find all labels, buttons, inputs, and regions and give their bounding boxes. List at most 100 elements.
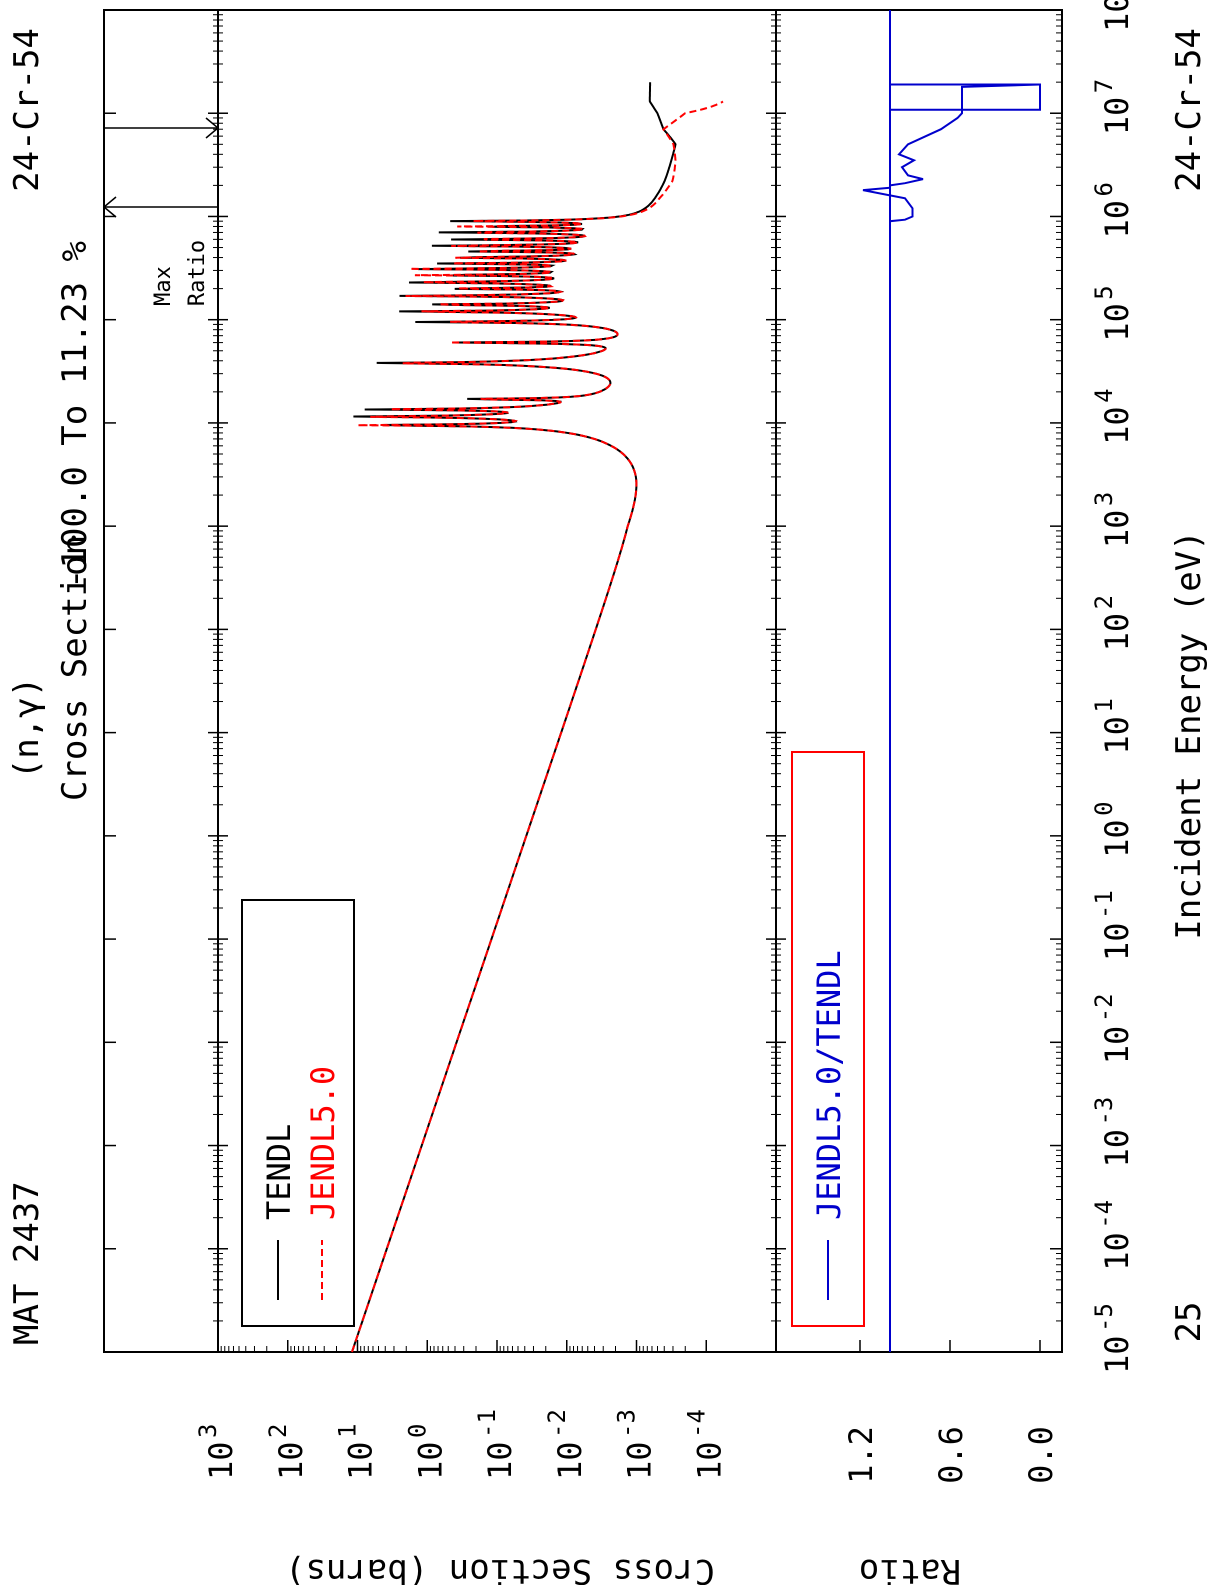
max-ratio-label-2: Ratio (185, 240, 210, 306)
ratio-tick-label: 0.0 (1022, 1426, 1060, 1484)
x-tick-exp: 2 (1090, 595, 1118, 609)
ratio-tick-label-group: 1.2 (842, 1426, 880, 1484)
x-tick-exp: -4 (1090, 1200, 1118, 1229)
x-tick-exp: -3 (1090, 1097, 1118, 1126)
x-tick-label: 104 (1090, 388, 1136, 444)
nuclide-label-top: 24-Cr-54 (7, 28, 47, 192)
max-arrow-head-1 (205, 117, 220, 139)
y-tick-exp: 0 (403, 1424, 431, 1438)
y-tick-label: 10-4 (682, 1409, 728, 1480)
x-tick-exp: -2 (1090, 993, 1118, 1022)
y-tick-label: 10-1 (473, 1409, 519, 1480)
max-ratio-label-1: Max (151, 266, 176, 306)
y-tick-exp: -4 (682, 1409, 710, 1438)
y-tick-exp: 1 (334, 1424, 362, 1438)
y-tick-exp: 2 (264, 1424, 292, 1438)
reaction-label: (n,γ) (7, 677, 47, 779)
x-tick-exp: -1 (1090, 890, 1118, 919)
x-tick-base: 10 (1098, 1335, 1136, 1374)
x-tick-base: 10 (1098, 200, 1136, 239)
x-tick-label: 107 (1090, 79, 1136, 135)
x-tick-label: 102 (1090, 595, 1136, 651)
ratio-range-label: -100.0 To 11.23 % (55, 241, 95, 589)
series-jendl5-line (351, 100, 724, 1353)
legend-label: JENDL5.0 (304, 1066, 342, 1220)
y-tick-label: 10-3 (613, 1409, 659, 1480)
y-tick-exp: -2 (543, 1409, 571, 1438)
y-tick-label: 102 (264, 1424, 310, 1480)
series-ratio-line (862, 83, 1041, 1352)
y-tick-base: 10 (202, 1441, 240, 1480)
quantity-label: Cross Section (55, 535, 95, 801)
y-axis-label-top: Cross Section (barns) (285, 1551, 715, 1585)
x-tick-base: 10 (1098, 406, 1136, 445)
y-tick-exp: -3 (613, 1409, 641, 1438)
x-tick-exp: 5 (1090, 285, 1118, 299)
ratio-tick-label: 0.6 (932, 1426, 970, 1484)
corner-number: 25 (1169, 1302, 1209, 1343)
legend-top-box (241, 899, 355, 1327)
plot-frame (103, 9, 1063, 1353)
y-tick-base: 10 (690, 1441, 728, 1480)
y-tick-base: 10 (342, 1441, 380, 1480)
legend-label: TENDL (260, 1124, 298, 1220)
x-tick-base: 10 (1098, 1129, 1136, 1168)
x-tick-base: 10 (1098, 923, 1136, 962)
legend-bottom-box (791, 751, 865, 1327)
x-tick-exp: 1 (1090, 698, 1118, 712)
y-tick-base: 10 (411, 1441, 449, 1480)
series-tendl-line (351, 82, 677, 1353)
x-tick-exp: 4 (1090, 388, 1118, 402)
x-tick-label: 101 (1090, 698, 1136, 754)
ratio-tick-label-group: 0.0 (1022, 1426, 1060, 1484)
y-tick-label: 101 (334, 1424, 380, 1480)
y-tick-label: 103 (194, 1424, 240, 1480)
x-tick-base: 10 (1098, 0, 1136, 32)
x-tick-label: 100 (1090, 801, 1136, 857)
x-tick-label: 10-1 (1090, 890, 1136, 961)
x-tick-base: 10 (1098, 97, 1136, 136)
x-tick-label: 106 (1090, 182, 1136, 238)
mat-label: MAT 2437 (7, 1181, 47, 1345)
ratio-spike (890, 83, 1041, 111)
y-tick-base: 10 (551, 1441, 589, 1480)
x-axis-label: Incident Energy (eV) (1169, 530, 1209, 939)
y-tick-base: 10 (621, 1441, 659, 1480)
x-tick-base: 10 (1098, 716, 1136, 755)
ratio-tick-label-group: 0.6 (932, 1426, 970, 1484)
x-tick-label: 10-2 (1090, 993, 1136, 1064)
y-tick-label: 10-2 (543, 1409, 589, 1480)
legend-entry: JENDL5.0 (304, 1066, 342, 1220)
x-tick-exp: 0 (1090, 801, 1118, 815)
y-tick-base: 10 (272, 1441, 310, 1480)
y-tick-base: 10 (481, 1441, 519, 1480)
legend-entry: TENDL (260, 1124, 298, 1220)
x-tick-exp: 3 (1090, 492, 1118, 506)
nuclide-label-bottom: 24-Cr-54 (1169, 28, 1209, 192)
y-tick-label: 100 (403, 1424, 449, 1480)
legend-entry: JENDL5.0/TENDL (810, 950, 848, 1220)
x-tick-base: 10 (1098, 819, 1136, 858)
x-tick-exp: -5 (1090, 1303, 1118, 1332)
legend-label: JENDL5.0/TENDL (810, 950, 848, 1220)
x-tick-base: 10 (1098, 1026, 1136, 1065)
x-tick-label: 10-4 (1090, 1200, 1136, 1271)
max-arrow-head-2 (102, 196, 117, 218)
x-tick-label: 10-3 (1090, 1097, 1136, 1168)
ratio-tick-label: 1.2 (842, 1426, 880, 1484)
x-tick-base: 10 (1098, 303, 1136, 342)
x-tick-base: 10 (1098, 510, 1136, 549)
x-tick-label: 108 (1098, 0, 1136, 32)
x-tick-label: 103 (1090, 492, 1136, 548)
y-tick-exp: -1 (473, 1409, 501, 1438)
y-axis-label-bottom: Ratio (859, 1551, 961, 1585)
x-tick-label: 10-5 (1090, 1303, 1136, 1374)
x-tick-exp: 7 (1090, 79, 1118, 93)
x-tick-base: 10 (1098, 613, 1136, 652)
x-tick-exp: 6 (1090, 182, 1118, 196)
x-tick-label: 105 (1090, 285, 1136, 341)
x-tick-base: 10 (1098, 1232, 1136, 1271)
y-tick-exp: 3 (194, 1424, 222, 1438)
